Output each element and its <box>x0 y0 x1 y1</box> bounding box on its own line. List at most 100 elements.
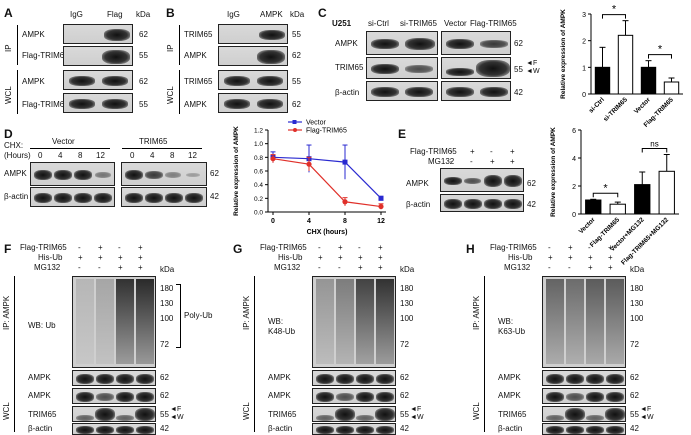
kda-value: 42 <box>527 200 536 209</box>
treat-sign: + <box>138 243 143 252</box>
blot-strip <box>312 423 396 435</box>
blot-strip <box>542 423 626 435</box>
blot-strip <box>218 46 288 66</box>
lane-label: IgG <box>70 10 83 19</box>
significance-label: * <box>658 44 663 56</box>
ladder-mark: 72 <box>160 340 169 349</box>
ladder-mark: 100 <box>630 314 644 323</box>
treat-sign: + <box>318 253 323 262</box>
blot-strip <box>366 31 438 55</box>
kda-value: 62 <box>630 373 639 382</box>
ladder-mark: 180 <box>400 284 414 293</box>
kda-value: 42 <box>514 88 523 97</box>
kda-value: 55 <box>514 65 523 74</box>
blot-strip <box>72 406 156 422</box>
treat-sign: + <box>98 243 103 252</box>
treat-sign: + <box>358 263 363 272</box>
blot-strip <box>72 370 156 386</box>
series-line <box>272 158 382 208</box>
row-label: AMPK <box>22 77 45 86</box>
time-label: 0 <box>38 151 43 160</box>
ladder-mark: 100 <box>400 314 414 323</box>
treat-sign: + <box>608 253 613 262</box>
row-label: Flag-TRIM65 <box>22 100 69 109</box>
bracket-line <box>484 388 485 432</box>
treat-sign: + <box>378 243 383 252</box>
blot-strip <box>30 187 115 207</box>
blot-strip <box>63 46 133 66</box>
wb-label: WB: Ub <box>28 321 56 330</box>
kda-value: 55 <box>292 30 301 39</box>
data-point <box>378 203 384 210</box>
significance-bracket <box>602 14 626 19</box>
blot-strip <box>121 187 207 207</box>
data-point <box>342 159 348 165</box>
ip-label: IP <box>4 44 13 52</box>
blot-strip <box>218 24 288 44</box>
y-tick-label: 6 <box>572 128 576 135</box>
time-label: 8 <box>78 151 83 160</box>
y-tick-label: 0.6 <box>254 169 263 176</box>
series-line <box>272 156 382 199</box>
bar <box>658 170 675 215</box>
data-point <box>306 161 312 167</box>
ub-smear-blot <box>312 276 396 368</box>
time-label: 12 <box>188 151 197 160</box>
y-axis-label: Relative expression of AMPK <box>560 9 567 99</box>
x-tick-label: 4 <box>307 218 311 225</box>
row-label: AMPK <box>406 179 429 188</box>
significance-bracket <box>641 148 668 153</box>
blot-strip <box>218 93 288 113</box>
treat-label: His-Ub <box>38 253 63 262</box>
kda-value: 55 <box>400 410 409 419</box>
y-axis-label: Relative expression of AMPK <box>550 127 557 217</box>
wcl-label: WCL <box>242 402 251 420</box>
wcl-label: WCL <box>2 402 11 420</box>
treat-sign: + <box>510 157 515 166</box>
kda-value: 62 <box>139 30 148 39</box>
kda-value: 55 <box>139 100 148 109</box>
blot-strip <box>72 388 156 404</box>
y-tick-label: 0.2 <box>254 196 263 203</box>
treat-sign: + <box>470 147 475 156</box>
treat-label: MG132 <box>274 263 301 272</box>
blot-strip <box>121 162 207 186</box>
row-label: β-actin <box>335 88 360 97</box>
treat-sign: - <box>588 243 591 252</box>
treat-sign: + <box>608 243 613 252</box>
treat-sign: - <box>568 263 571 272</box>
treat-sign: - <box>470 157 473 166</box>
lane-label: Vector <box>444 19 467 28</box>
group-line <box>30 148 110 149</box>
treat-sign: - <box>78 263 81 272</box>
treat-sign: - <box>318 263 321 272</box>
row-label: TRIM65 <box>28 410 57 419</box>
row-label: AMPK <box>184 100 207 109</box>
treat-sign: + <box>548 253 553 262</box>
blot-strip <box>441 31 511 55</box>
lane-label: IgG <box>227 10 240 19</box>
panel-letter: C <box>318 6 327 20</box>
ladder-mark: 72 <box>400 340 409 349</box>
group-label: Vector <box>52 137 75 146</box>
x-tick-label: Vector <box>578 216 597 235</box>
ub-smear-blot <box>542 276 626 368</box>
marker-f: ◄F <box>526 60 538 67</box>
treat-sign: - <box>338 263 341 272</box>
treat-sign: + <box>510 147 515 156</box>
kda-value: 42 <box>160 424 169 433</box>
data-point <box>378 195 384 201</box>
kda-value: 62 <box>292 51 301 60</box>
x-axis-label: CHX (hours) <box>307 229 348 236</box>
treat-label: Flag-TRIM65 <box>410 147 457 156</box>
blot-strip <box>440 168 524 192</box>
bar <box>640 66 657 95</box>
ip-label: IP: AMPK <box>472 295 481 330</box>
chart-d: 0.0 0.2 0.4 0.6 0.8 1.0 1.2 0 4 8 12 CHX (hours) Rel… <box>233 120 386 236</box>
cell-line-label: U251 <box>332 19 352 28</box>
ladder-mark: 72 <box>630 340 639 349</box>
marker-w: ◄W <box>526 68 540 75</box>
kda-value: 42 <box>400 424 409 433</box>
row-label: AMPK <box>268 373 291 382</box>
time-label: 4 <box>58 151 63 160</box>
